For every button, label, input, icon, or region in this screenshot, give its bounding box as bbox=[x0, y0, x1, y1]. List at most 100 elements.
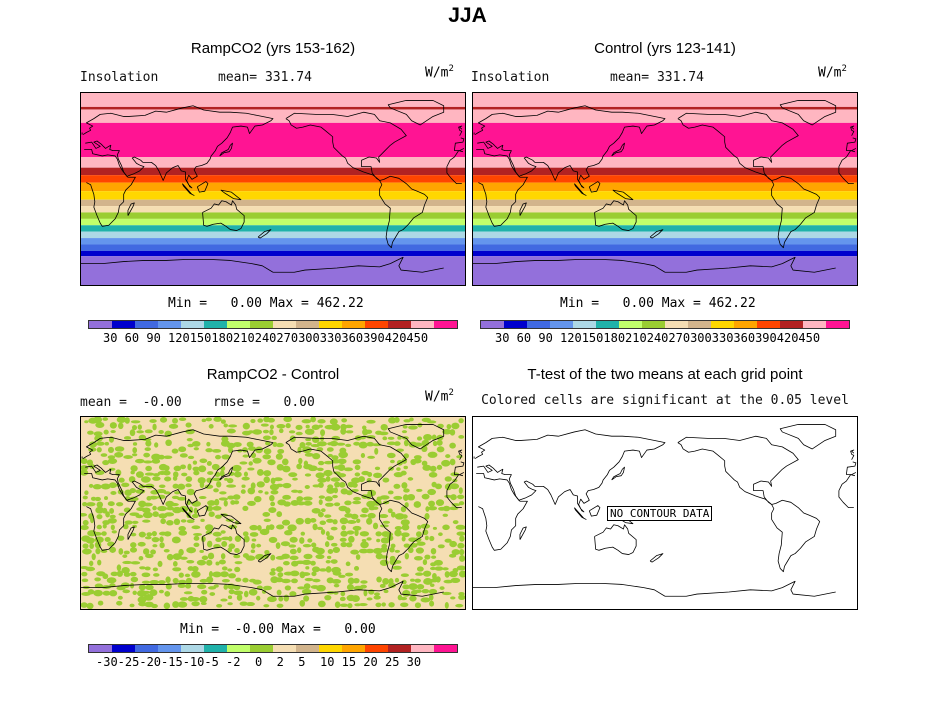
diff-patch bbox=[152, 423, 157, 431]
diff-patch bbox=[344, 507, 351, 514]
diff-patch bbox=[243, 535, 250, 543]
diff-patch bbox=[458, 570, 465, 578]
diff-patch bbox=[353, 496, 361, 501]
diff-patch bbox=[458, 592, 465, 596]
diff-patch bbox=[130, 576, 139, 583]
colorbar-swatch bbox=[550, 321, 573, 328]
diff-patch bbox=[135, 458, 145, 464]
diff-patch bbox=[206, 441, 211, 447]
coastline bbox=[779, 100, 837, 126]
ramp-map bbox=[80, 92, 466, 286]
diff-patch bbox=[154, 442, 159, 448]
diff-patch bbox=[386, 452, 396, 459]
diff-patch bbox=[151, 458, 161, 464]
diff-patch bbox=[326, 487, 335, 494]
diff-patch bbox=[397, 435, 402, 440]
diff-patch bbox=[442, 591, 452, 596]
diff-patch bbox=[450, 494, 457, 501]
diff-patch bbox=[171, 448, 179, 454]
diff-patch bbox=[403, 419, 411, 423]
diff-patch bbox=[214, 514, 222, 519]
diff-patch bbox=[137, 541, 146, 547]
colorbar-swatch bbox=[504, 321, 527, 328]
diff-patch bbox=[401, 524, 410, 531]
diff-patch bbox=[144, 472, 155, 476]
diff-patch bbox=[394, 526, 403, 531]
diff-patch bbox=[382, 520, 391, 524]
insolation-band bbox=[473, 250, 857, 257]
diff-patch bbox=[177, 601, 188, 608]
ramp-colorbar bbox=[88, 320, 458, 329]
diff-patch bbox=[309, 517, 317, 523]
diff-patch bbox=[253, 495, 262, 503]
diff-patch bbox=[414, 589, 422, 593]
diff-patch bbox=[212, 571, 222, 578]
diff-patch bbox=[386, 441, 397, 446]
diff-patch bbox=[334, 601, 341, 609]
diff-patch bbox=[387, 508, 393, 514]
diff-patch bbox=[399, 596, 408, 601]
diff-patch bbox=[317, 600, 326, 608]
colorbar-swatch bbox=[411, 645, 434, 652]
diff-patch bbox=[123, 455, 133, 459]
insolation-band bbox=[473, 238, 857, 245]
diff-patch bbox=[200, 535, 206, 543]
diff-patch bbox=[94, 435, 103, 442]
diff-patch bbox=[180, 556, 188, 560]
colorbar-swatch bbox=[158, 321, 181, 328]
diff-patch bbox=[92, 484, 102, 490]
coastline bbox=[677, 111, 799, 181]
insolation-band bbox=[473, 157, 857, 168]
diff-patch bbox=[289, 548, 297, 555]
diff-patch bbox=[129, 429, 136, 437]
diff-patch bbox=[333, 502, 341, 507]
diff-patch bbox=[101, 531, 107, 536]
diff-patch bbox=[428, 588, 438, 595]
diff-patch bbox=[337, 473, 347, 478]
diff-patch bbox=[193, 447, 199, 451]
diff-patch bbox=[236, 594, 243, 601]
diff-patch bbox=[116, 600, 123, 606]
diff-patch bbox=[227, 568, 233, 572]
diff-patch bbox=[380, 546, 388, 553]
diff-patch bbox=[206, 576, 214, 584]
diff-patch bbox=[237, 449, 243, 453]
diff-patch bbox=[81, 525, 89, 531]
no-contour-data-label: NO CONTOUR DATA bbox=[607, 506, 713, 521]
diff-patch bbox=[193, 542, 200, 547]
diff-patch bbox=[163, 549, 170, 553]
diff-patch bbox=[324, 541, 330, 548]
diff-patch bbox=[114, 446, 125, 452]
diff-patch bbox=[260, 423, 269, 427]
diff-patch bbox=[428, 594, 434, 601]
diff-patch bbox=[191, 601, 200, 607]
diff-patch bbox=[239, 601, 248, 606]
diff-patch bbox=[207, 552, 215, 560]
diff-patch bbox=[249, 532, 259, 537]
ramp-field-label: Insolation bbox=[80, 70, 159, 85]
diff-patch bbox=[432, 572, 437, 580]
colorbar-swatch bbox=[434, 645, 457, 652]
diff-patch bbox=[81, 602, 88, 608]
diff-patch bbox=[339, 603, 349, 608]
diff-patch bbox=[199, 549, 204, 554]
diff-patch bbox=[247, 487, 256, 495]
diff-patch bbox=[304, 484, 310, 489]
diff-patch bbox=[382, 436, 388, 441]
diff-patch bbox=[458, 418, 464, 424]
diff-patch bbox=[82, 495, 88, 500]
diff-patch bbox=[81, 571, 88, 577]
diff-patch bbox=[179, 453, 188, 458]
coastline bbox=[196, 505, 209, 517]
insolation-band bbox=[81, 157, 465, 168]
ramp-minmax: Min = 0.00 Max = 462.22 bbox=[168, 296, 364, 311]
diff-patch bbox=[351, 477, 361, 484]
diff-patch bbox=[415, 572, 424, 576]
diff-patch bbox=[247, 500, 256, 506]
diff-patch bbox=[220, 419, 226, 424]
diff-patch bbox=[264, 549, 270, 555]
diff-patch bbox=[265, 441, 271, 446]
diff-patch bbox=[263, 518, 271, 523]
diff-patch bbox=[82, 543, 89, 549]
diff-patch bbox=[281, 553, 290, 559]
